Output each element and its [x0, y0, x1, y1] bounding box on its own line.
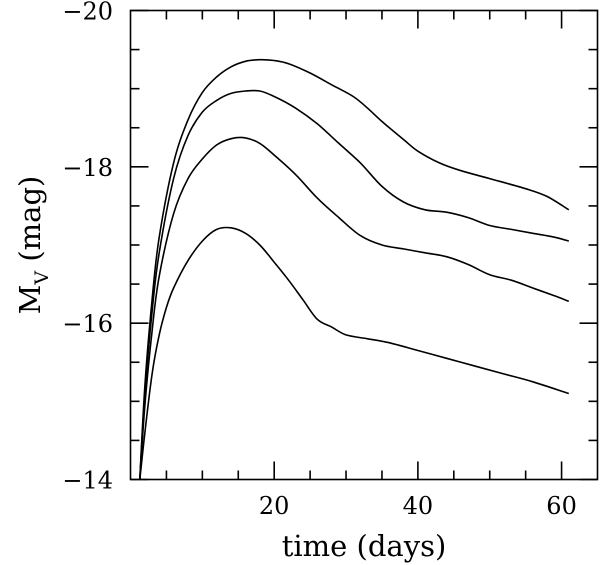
- y-tick-label: −14: [62, 467, 113, 495]
- tick-labels: 20 40 60 −14 −16 −18 −20: [62, 0, 577, 520]
- axis-ticks: [130, 9, 598, 481]
- y-tick-label: −18: [62, 154, 113, 182]
- y-axis-title-base: M: [13, 285, 47, 315]
- y-axis-title-subscript: V: [31, 271, 53, 286]
- x-tick-label: 20: [259, 492, 290, 520]
- series-line-4: [139, 226, 570, 480]
- y-tick-label: −16: [62, 310, 113, 338]
- series-line-3: [139, 136, 570, 480]
- series-lines: [139, 58, 570, 480]
- y-tick-label: −20: [62, 0, 113, 26]
- x-axis-title: time (days): [282, 529, 447, 563]
- plot-frame: [129, 9, 599, 481]
- series-line-2: [139, 89, 570, 480]
- y-axis-title: MV (mag): [13, 176, 53, 315]
- series-line-1: [139, 58, 570, 480]
- x-tick-label: 60: [546, 492, 577, 520]
- y-axis-title-rest: (mag): [13, 176, 47, 271]
- x-tick-label: 40: [403, 492, 434, 520]
